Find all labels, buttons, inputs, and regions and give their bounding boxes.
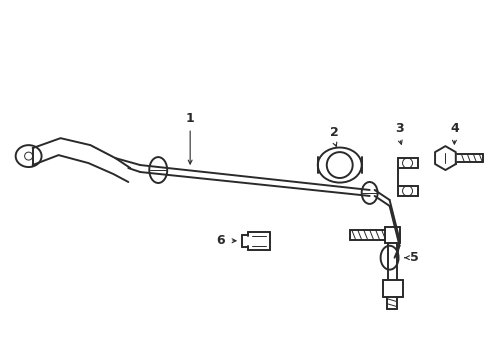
Ellipse shape (149, 157, 167, 183)
Ellipse shape (361, 182, 377, 204)
Ellipse shape (317, 148, 361, 183)
Circle shape (326, 152, 352, 178)
Text: 2: 2 (330, 126, 338, 139)
Text: 5: 5 (409, 251, 418, 264)
Text: 3: 3 (394, 122, 403, 135)
Text: 1: 1 (185, 112, 194, 125)
Text: 4: 4 (449, 122, 458, 135)
Text: 6: 6 (215, 234, 224, 247)
